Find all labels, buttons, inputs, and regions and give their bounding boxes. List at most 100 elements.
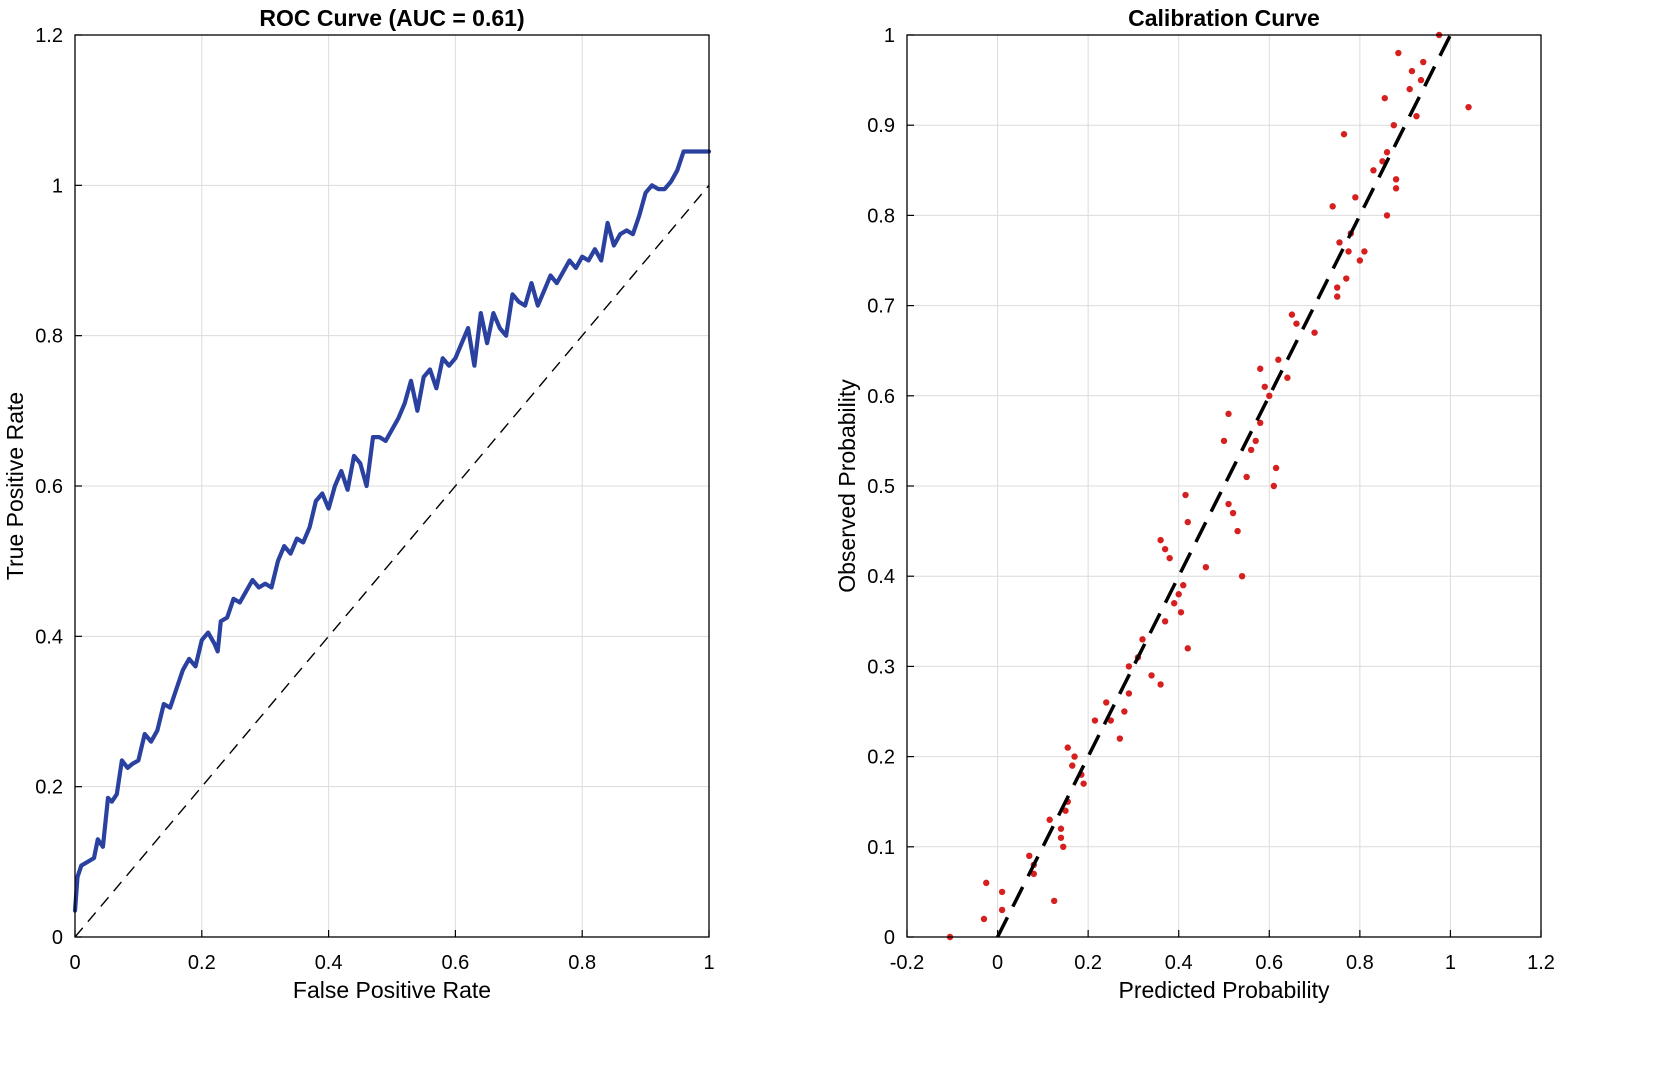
calibration-point — [1060, 843, 1067, 850]
x-tick-label: 0.6 — [441, 952, 469, 974]
x-tick-label: 0.4 — [1165, 952, 1193, 974]
calibration-point — [998, 906, 1006, 914]
calibration-point — [1406, 85, 1413, 93]
calibration-point — [1381, 94, 1388, 102]
calibration-point — [1243, 473, 1250, 481]
y-tick-label: 1.2 — [35, 25, 63, 47]
calibration-point — [1057, 825, 1065, 832]
y-tick-label: 0.2 — [867, 747, 895, 769]
x-tick-label: 0.4 — [315, 952, 343, 974]
calibration-point — [1050, 897, 1058, 905]
calibration-point — [1395, 49, 1402, 57]
y-tick-label: 0.5 — [867, 476, 895, 498]
calibration-point — [1361, 248, 1368, 255]
calibration-chart-title: Calibration Curve — [1128, 5, 1320, 31]
chance-diagonal-line — [74, 184, 710, 938]
calibration-point — [1293, 320, 1300, 327]
x-tick-label: 1.2 — [1527, 952, 1555, 974]
calibration-gridlines — [906, 34, 1542, 938]
calibration-point — [1272, 464, 1280, 472]
calibration-point — [1091, 717, 1099, 724]
calibration-point — [1116, 735, 1124, 742]
calibration-point — [1288, 311, 1296, 318]
calibration-plot-frame — [906, 34, 1542, 938]
x-tick-label: 0.6 — [1255, 952, 1283, 974]
calibration-point — [1121, 708, 1128, 715]
calibration-point — [1270, 482, 1278, 490]
calibration-point — [1030, 870, 1038, 878]
x-tick-label: 0 — [69, 952, 80, 974]
calibration-point — [1238, 573, 1246, 580]
calibration-point — [1046, 816, 1053, 823]
calibration-point — [1334, 293, 1341, 300]
roc-y-axis-label: True Positive Rate — [2, 392, 28, 580]
roc-curve-line — [72, 149, 712, 913]
x-tick-label: 0 — [992, 952, 1003, 974]
calibration-point — [1370, 167, 1377, 174]
x-tick-label: 0.2 — [1074, 952, 1102, 974]
calibration-point — [1336, 239, 1343, 246]
calibration-point — [1340, 131, 1348, 138]
calibration-point — [1390, 122, 1398, 129]
calibration-point — [1257, 365, 1264, 372]
calibration-point — [1157, 536, 1164, 544]
calibration-point — [1252, 437, 1259, 445]
calibration-point — [1184, 518, 1191, 526]
calibration-point — [1069, 762, 1076, 769]
calibration-series-layer — [946, 31, 1472, 941]
calibration-point — [1334, 284, 1341, 291]
calibration-point — [1234, 527, 1241, 535]
calibration-point — [1465, 103, 1472, 111]
x-tick-label: 1 — [1445, 952, 1456, 974]
calibration-point — [1080, 780, 1087, 787]
calibration-point — [1175, 591, 1182, 598]
calibration-point — [1202, 563, 1210, 571]
calibration-point — [1148, 672, 1155, 679]
calibration-point — [1261, 383, 1268, 390]
calibration-point — [1225, 410, 1232, 418]
y-tick-label: 0.1 — [867, 837, 895, 859]
calibration-point — [1103, 699, 1110, 706]
calibration-y-tick-labels: 0 0.1 0.2 0.3 0.4 0.5 0.6 0.7 0.8 0.9 1 — [867, 25, 895, 949]
y-tick-label: 0.4 — [35, 626, 63, 648]
calibration-point — [1139, 636, 1146, 643]
calibration-point — [1071, 753, 1078, 760]
calibration-point — [1220, 437, 1228, 445]
calibration-point — [1107, 717, 1114, 724]
calibration-point — [980, 915, 988, 923]
calibration-point — [1257, 419, 1264, 427]
y-tick-label: 0 — [884, 927, 895, 949]
calibration-point — [1229, 509, 1237, 517]
calibration-point — [1184, 645, 1191, 652]
roc-x-axis-label: False Positive Rate — [293, 977, 491, 1003]
x-tick-label: 0.2 — [188, 952, 216, 974]
calibration-point — [983, 879, 990, 887]
calibration-point — [1266, 392, 1273, 399]
calibration-point — [1352, 194, 1359, 201]
x-tick-label: 1 — [703, 952, 714, 974]
calibration-point — [1284, 374, 1291, 381]
calibration-point — [1157, 681, 1164, 688]
x-tick-label: 0.8 — [1346, 952, 1374, 974]
y-tick-label: 0.6 — [867, 386, 895, 408]
y-tick-label: 0.3 — [867, 656, 895, 678]
calibration-point — [1420, 58, 1427, 66]
calibration-point — [1225, 500, 1232, 508]
y-tick-label: 1 — [884, 25, 895, 47]
calibration-point — [1026, 852, 1033, 860]
y-tick-label: 0 — [52, 927, 63, 949]
y-tick-label: 0.2 — [35, 777, 63, 799]
calibration-point — [1177, 609, 1185, 616]
calibration-point — [1379, 158, 1386, 165]
x-tick-label: 0.8 — [568, 952, 596, 974]
roc-gridlines — [74, 34, 710, 938]
roc-series-layer — [72, 149, 712, 938]
roc-y-tick-labels: 0 0.2 0.4 0.6 0.8 1 1.2 — [35, 25, 63, 949]
calibration-point — [1383, 149, 1391, 156]
roc-chart: 0 0.2 0.4 0.6 0.8 1 0 0.2 0.4 0.6 0.8 1 1.2 ROC Cur… — [2, 5, 715, 1003]
calibration-point — [1343, 275, 1350, 282]
calibration-point — [1275, 356, 1282, 363]
calibration-y-axis-label: Observed Probability — [834, 379, 860, 593]
calibration-chart: -0.2 0 0.2 0.4 0.6 0.8 1 1.2 0 0.1 0.2 0.3 0.4 0.5 0.… — [834, 5, 1555, 1003]
